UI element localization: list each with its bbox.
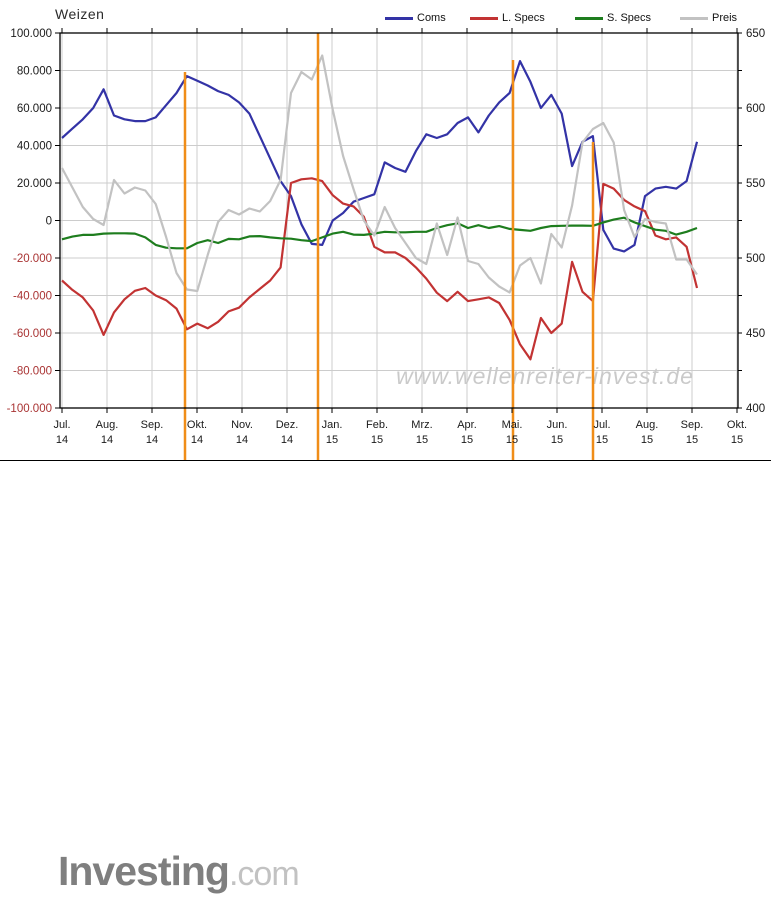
x-tick-year-label: 15: [686, 434, 698, 446]
y-left-tick-label: 40.000: [17, 141, 52, 153]
y-right-tick-label: 650: [746, 28, 765, 40]
page-title: Weizen: [55, 6, 105, 22]
x-tick-month-label: Okt.: [727, 419, 747, 431]
y-left-tick-label: 60.000: [17, 103, 52, 115]
x-tick-month-label: Sep.: [681, 419, 704, 431]
x-tick-month-label: Mrz.: [411, 419, 432, 431]
y-right-tick-label: 400: [746, 403, 765, 415]
x-tick-year-label: 15: [371, 434, 383, 446]
y-right-tick-label: 600: [746, 103, 765, 115]
x-tick-year-label: 15: [506, 434, 518, 446]
y-left-tick-label: 80.000: [17, 66, 52, 78]
legend-item-s-specs: S. Specs: [575, 11, 651, 25]
legend-item-preis: Preis: [680, 11, 737, 25]
y-left-tick-label: -80.000: [13, 366, 52, 378]
x-tick-month-label: Jan.: [322, 419, 343, 431]
s-specs-line-swatch-icon: [575, 16, 603, 20]
chart-legend: Coms L. Specs S. Specs Preis: [0, 11, 771, 29]
y-left-tick-label: -40.000: [13, 291, 52, 303]
y-right-tick-label: 500: [746, 253, 765, 265]
x-tick-year-label: 15: [416, 434, 428, 446]
legend-item-l-specs: L. Specs: [470, 11, 545, 25]
y-left-tick-label: 0: [46, 216, 52, 228]
x-tick-year-label: 15: [596, 434, 608, 446]
x-tick-year-label: 15: [731, 434, 743, 446]
x-tick-year-label: 15: [461, 434, 473, 446]
preis-line-swatch-icon: [680, 16, 708, 20]
s-specs-line: [61, 216, 698, 250]
x-tick-year-label: 14: [101, 434, 113, 446]
coms-line-swatch-icon: [385, 16, 413, 20]
y-left-tick-label: 20.000: [17, 178, 52, 190]
x-tick-month-label: Mai.: [502, 419, 523, 431]
logo-text: Investing: [58, 848, 230, 894]
panel-divider: [0, 460, 771, 461]
x-tick-month-label: Aug.: [96, 419, 119, 431]
legend-item-coms: Coms: [385, 11, 446, 25]
legend-label: S. Specs: [607, 12, 652, 24]
x-tick-year-label: 15: [326, 434, 338, 446]
x-tick-year-label: 14: [146, 434, 158, 446]
legend-label: Coms: [417, 12, 446, 24]
x-tick-year-label: 14: [281, 434, 293, 446]
y-left-tick-label: -100.000: [7, 403, 52, 415]
x-tick-month-label: Jul.: [593, 419, 610, 431]
x-tick-month-label: Jul.: [53, 419, 70, 431]
x-tick-month-label: Aug.: [636, 419, 659, 431]
logo-suffix-text: .com: [228, 855, 300, 893]
y-left-tick-label: 100.000: [10, 28, 52, 40]
x-tick-year-label: 14: [191, 434, 203, 446]
y-left-tick-label: -60.000: [13, 328, 52, 340]
y-left-tick-label: -20.000: [13, 253, 52, 265]
x-tick-month-label: Dez.: [276, 419, 299, 431]
x-tick-month-label: Apr.: [457, 419, 477, 431]
x-tick-month-label: Nov.: [231, 419, 253, 431]
daily-price-chart: [0, 461, 771, 905]
l-specs-line: [61, 177, 699, 361]
y-right-tick-label: 450: [746, 328, 765, 340]
l-specs-line-swatch-icon: [470, 16, 498, 20]
x-tick-year-label: 15: [641, 434, 653, 446]
watermark-text: www.wellenreiter-invest.de: [396, 363, 694, 389]
x-tick-year-label: 14: [56, 434, 68, 446]
x-tick-year-label: 15: [551, 434, 563, 446]
investing-com-logo: Investing.com: [58, 848, 300, 895]
x-tick-month-label: Sep.: [141, 419, 164, 431]
x-tick-year-label: 14: [236, 434, 248, 446]
legend-label: L. Specs: [502, 12, 545, 24]
legend-label: Preis: [712, 12, 738, 24]
preis-line: [61, 54, 698, 294]
coms-line: [61, 59, 699, 253]
x-tick-month-label: Feb.: [366, 419, 388, 431]
cot-chart: www.wellenreiter-invest.de Jul. 14 Aug. 14 Se…: [7, 28, 765, 461]
y-right-tick-label: 550: [746, 178, 765, 190]
x-tick-month-label: Jun.: [547, 419, 568, 431]
x-tick-month-label: Okt.: [187, 419, 207, 431]
